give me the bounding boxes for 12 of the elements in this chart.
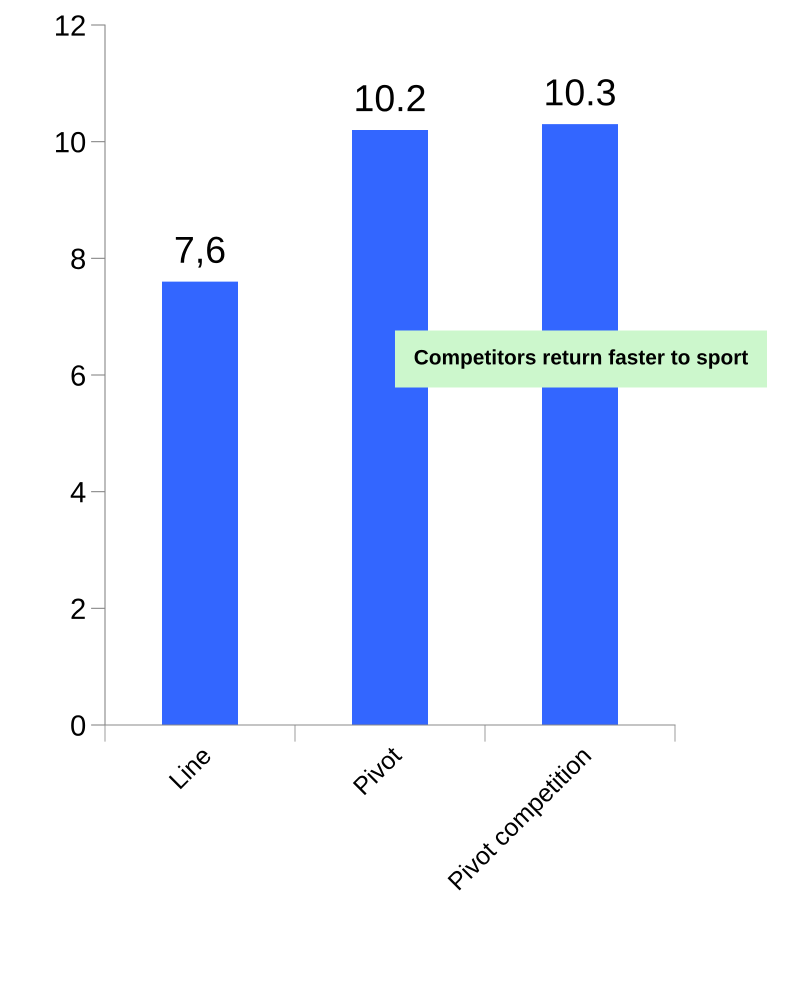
annotation: Competitors return faster to sport xyxy=(414,349,748,369)
data-label: 10.2 xyxy=(356,84,425,112)
y-tick-label: 12 xyxy=(56,15,85,36)
y-tick-label: 2 xyxy=(72,598,85,619)
y-tick-label: 4 xyxy=(70,482,86,502)
data-label: 7,6 xyxy=(176,236,224,268)
x-tick-label: Line xyxy=(168,745,212,790)
y-tick-label: 0 xyxy=(71,715,86,736)
y-tick-label: 10 xyxy=(56,132,86,153)
y-tick-label: 6 xyxy=(72,365,85,386)
data-label: 10.3 xyxy=(546,79,615,106)
y-tick-label: 8 xyxy=(71,248,85,270)
